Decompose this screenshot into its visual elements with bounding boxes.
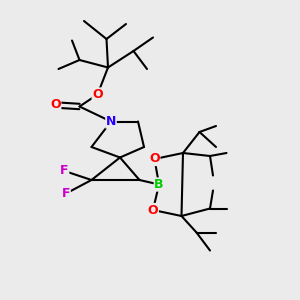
- Text: O: O: [92, 88, 103, 101]
- Text: O: O: [148, 203, 158, 217]
- Text: F: F: [62, 187, 70, 200]
- Text: O: O: [149, 152, 160, 166]
- Text: N: N: [106, 115, 116, 128]
- Text: B: B: [154, 178, 164, 191]
- Text: O: O: [50, 98, 61, 112]
- Text: F: F: [60, 164, 69, 178]
